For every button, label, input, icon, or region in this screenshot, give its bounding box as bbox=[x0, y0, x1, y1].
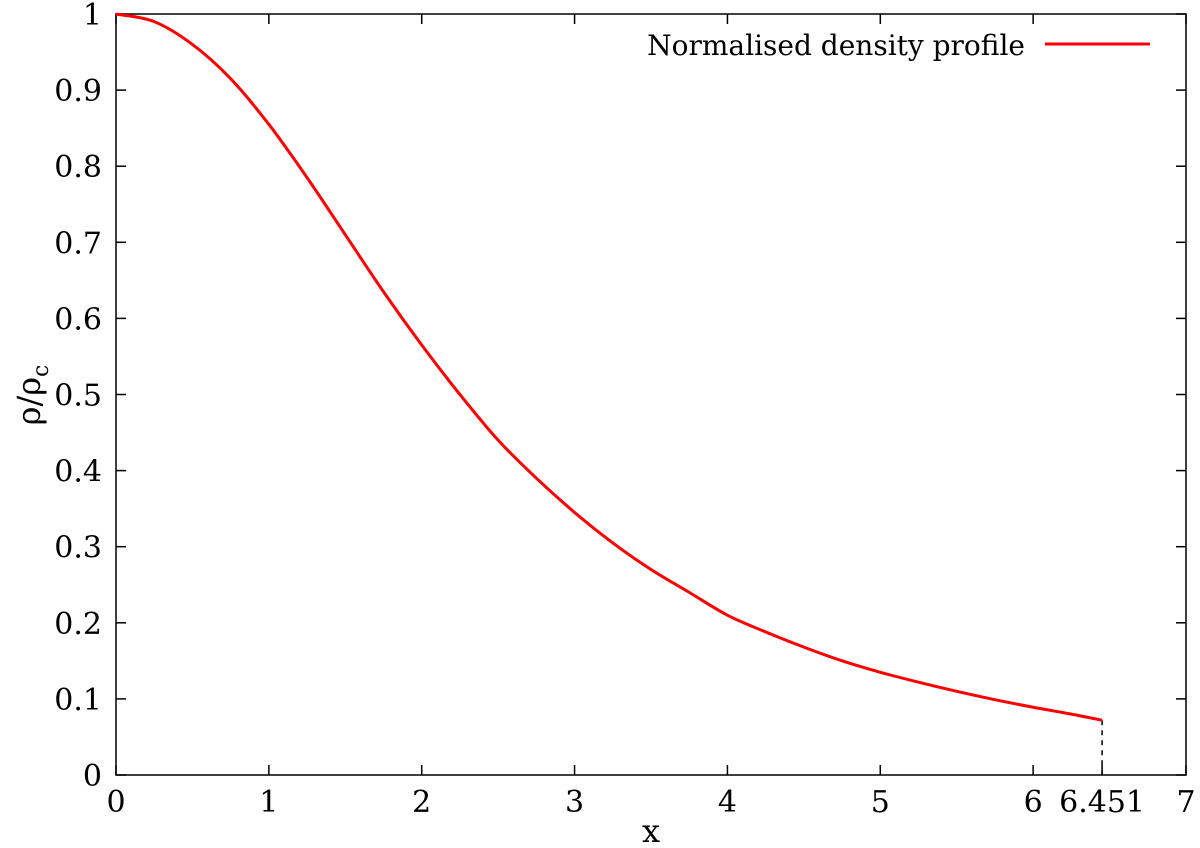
legend: Normalised density profile bbox=[647, 29, 1150, 62]
x-tick-label: 1 bbox=[259, 785, 278, 820]
y-tick-label: 0.7 bbox=[54, 226, 102, 261]
y-tick-label: 0 bbox=[83, 759, 102, 794]
y-tick-label: 0.6 bbox=[54, 302, 102, 337]
y-tick-label: 0.2 bbox=[54, 607, 102, 642]
x-tick-label: 4 bbox=[718, 785, 737, 820]
x-tick-label: 7 bbox=[1176, 785, 1195, 820]
y-tick-label: 0.4 bbox=[54, 455, 102, 490]
y-axis-label: ρ/ρc bbox=[10, 365, 54, 426]
x-axis-label: x bbox=[642, 812, 660, 848]
x-tick-label: 0 bbox=[106, 785, 125, 820]
y-tick-label: 1 bbox=[83, 0, 102, 33]
plot-frame bbox=[115, 13, 1187, 776]
y-tick-labels: 0 0.1 0.2 0.3 0.4 0.5 0.6 0.7 0.8 0.9 1 bbox=[54, 0, 102, 794]
y-tick-label: 0.9 bbox=[54, 74, 102, 109]
y-tick-label: 0.1 bbox=[54, 683, 102, 718]
y-tick-label: 0.5 bbox=[54, 379, 102, 414]
plot-area-border bbox=[115, 13, 1187, 776]
y-axis-label-main: ρ/ρ bbox=[10, 377, 48, 425]
x-tick-label: 3 bbox=[565, 785, 584, 820]
y-tick-label: 0.3 bbox=[54, 531, 102, 566]
x-tick-label-extra: 6.451 bbox=[1059, 785, 1145, 820]
y-tick-label: 0.8 bbox=[54, 150, 102, 185]
x-tick-label: 6 bbox=[1024, 785, 1043, 820]
y-axis-label-subscript: c bbox=[29, 365, 54, 377]
axis-ticks bbox=[115, 13, 1187, 776]
x-tick-label: 5 bbox=[871, 785, 890, 820]
x-tick-labels: 0 1 2 3 4 5 6 7 6.451 bbox=[106, 785, 1195, 820]
x-tick-label: 2 bbox=[412, 785, 431, 820]
series-line-0 bbox=[115, 12, 1103, 722]
legend-label: Normalised density profile bbox=[647, 29, 1025, 62]
series-lines bbox=[115, 12, 1103, 722]
